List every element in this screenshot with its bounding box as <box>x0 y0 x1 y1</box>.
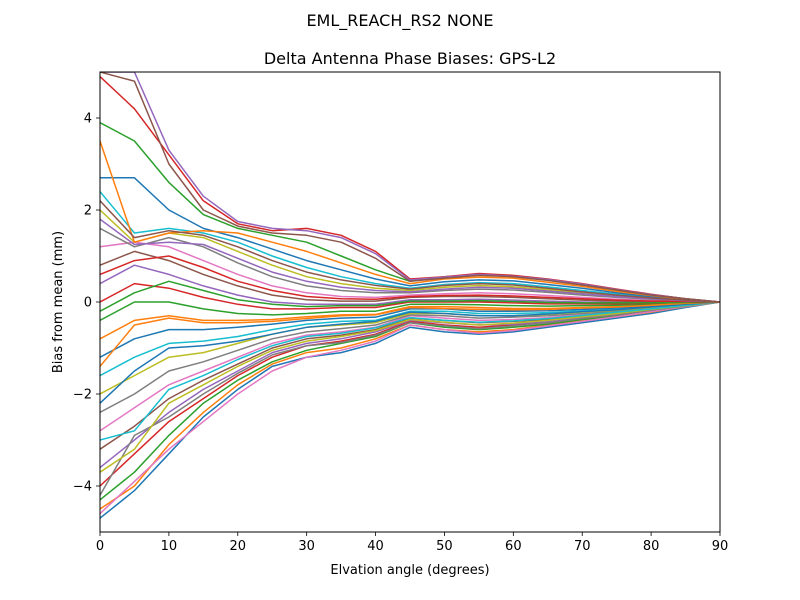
series-line-32 <box>100 301 720 367</box>
series-line-30 <box>100 301 720 441</box>
x-tick-label: 20 <box>230 539 247 554</box>
figure-suptitle: EML_REACH_RS2 NONE <box>306 11 493 31</box>
x-tick-label: 80 <box>643 539 660 554</box>
series-line-22 <box>100 140 720 303</box>
y-axis-ticks: −4 −2 0 2 4 <box>73 112 100 495</box>
series-line-1 <box>100 301 720 519</box>
series-line-26 <box>100 72 720 303</box>
y-tick-label: 4 <box>84 112 92 127</box>
series-line-17 <box>100 241 720 303</box>
x-tick-label: 50 <box>436 539 453 554</box>
series-line-33 <box>100 280 720 312</box>
y-tick-label: 2 <box>84 204 92 219</box>
series-line-10 <box>100 301 720 377</box>
x-axis-ticks: 0 10 20 30 40 50 60 70 80 90 <box>96 532 728 554</box>
x-tick-label: 40 <box>367 539 384 554</box>
y-tick-label: −2 <box>73 388 92 403</box>
series-line-31 <box>100 301 720 404</box>
series-line-8 <box>100 301 720 414</box>
series-line-13 <box>100 301 720 322</box>
y-tick-label: −4 <box>73 480 92 495</box>
series-line-20 <box>100 191 720 303</box>
series-line-29 <box>100 301 720 473</box>
series-line-21 <box>100 177 720 303</box>
series-line-18 <box>100 227 720 303</box>
x-tick-label: 90 <box>712 539 729 554</box>
y-axis-label: Bias from mean (mm) <box>51 231 66 373</box>
x-axis-label: Elvation angle (degrees) <box>330 563 489 578</box>
series-line-16 <box>100 250 720 303</box>
series-line-14 <box>100 282 720 310</box>
x-tick-label: 70 <box>574 539 591 554</box>
chart-title: Delta Antenna Phase Biases: GPS-L2 <box>264 49 556 68</box>
series-line-28 <box>100 301 720 496</box>
series-line-27 <box>100 301 720 515</box>
series-line-36 <box>100 200 720 303</box>
series-line-11 <box>100 301 720 358</box>
x-tick-label: 60 <box>505 539 522 554</box>
x-tick-label: 30 <box>298 539 315 554</box>
y-tick-label: 0 <box>84 296 92 311</box>
series-line-35 <box>100 218 720 303</box>
x-tick-label: 0 <box>96 539 104 554</box>
x-tick-label: 10 <box>161 539 178 554</box>
series-group <box>100 72 720 519</box>
series-line-34 <box>100 255 720 303</box>
